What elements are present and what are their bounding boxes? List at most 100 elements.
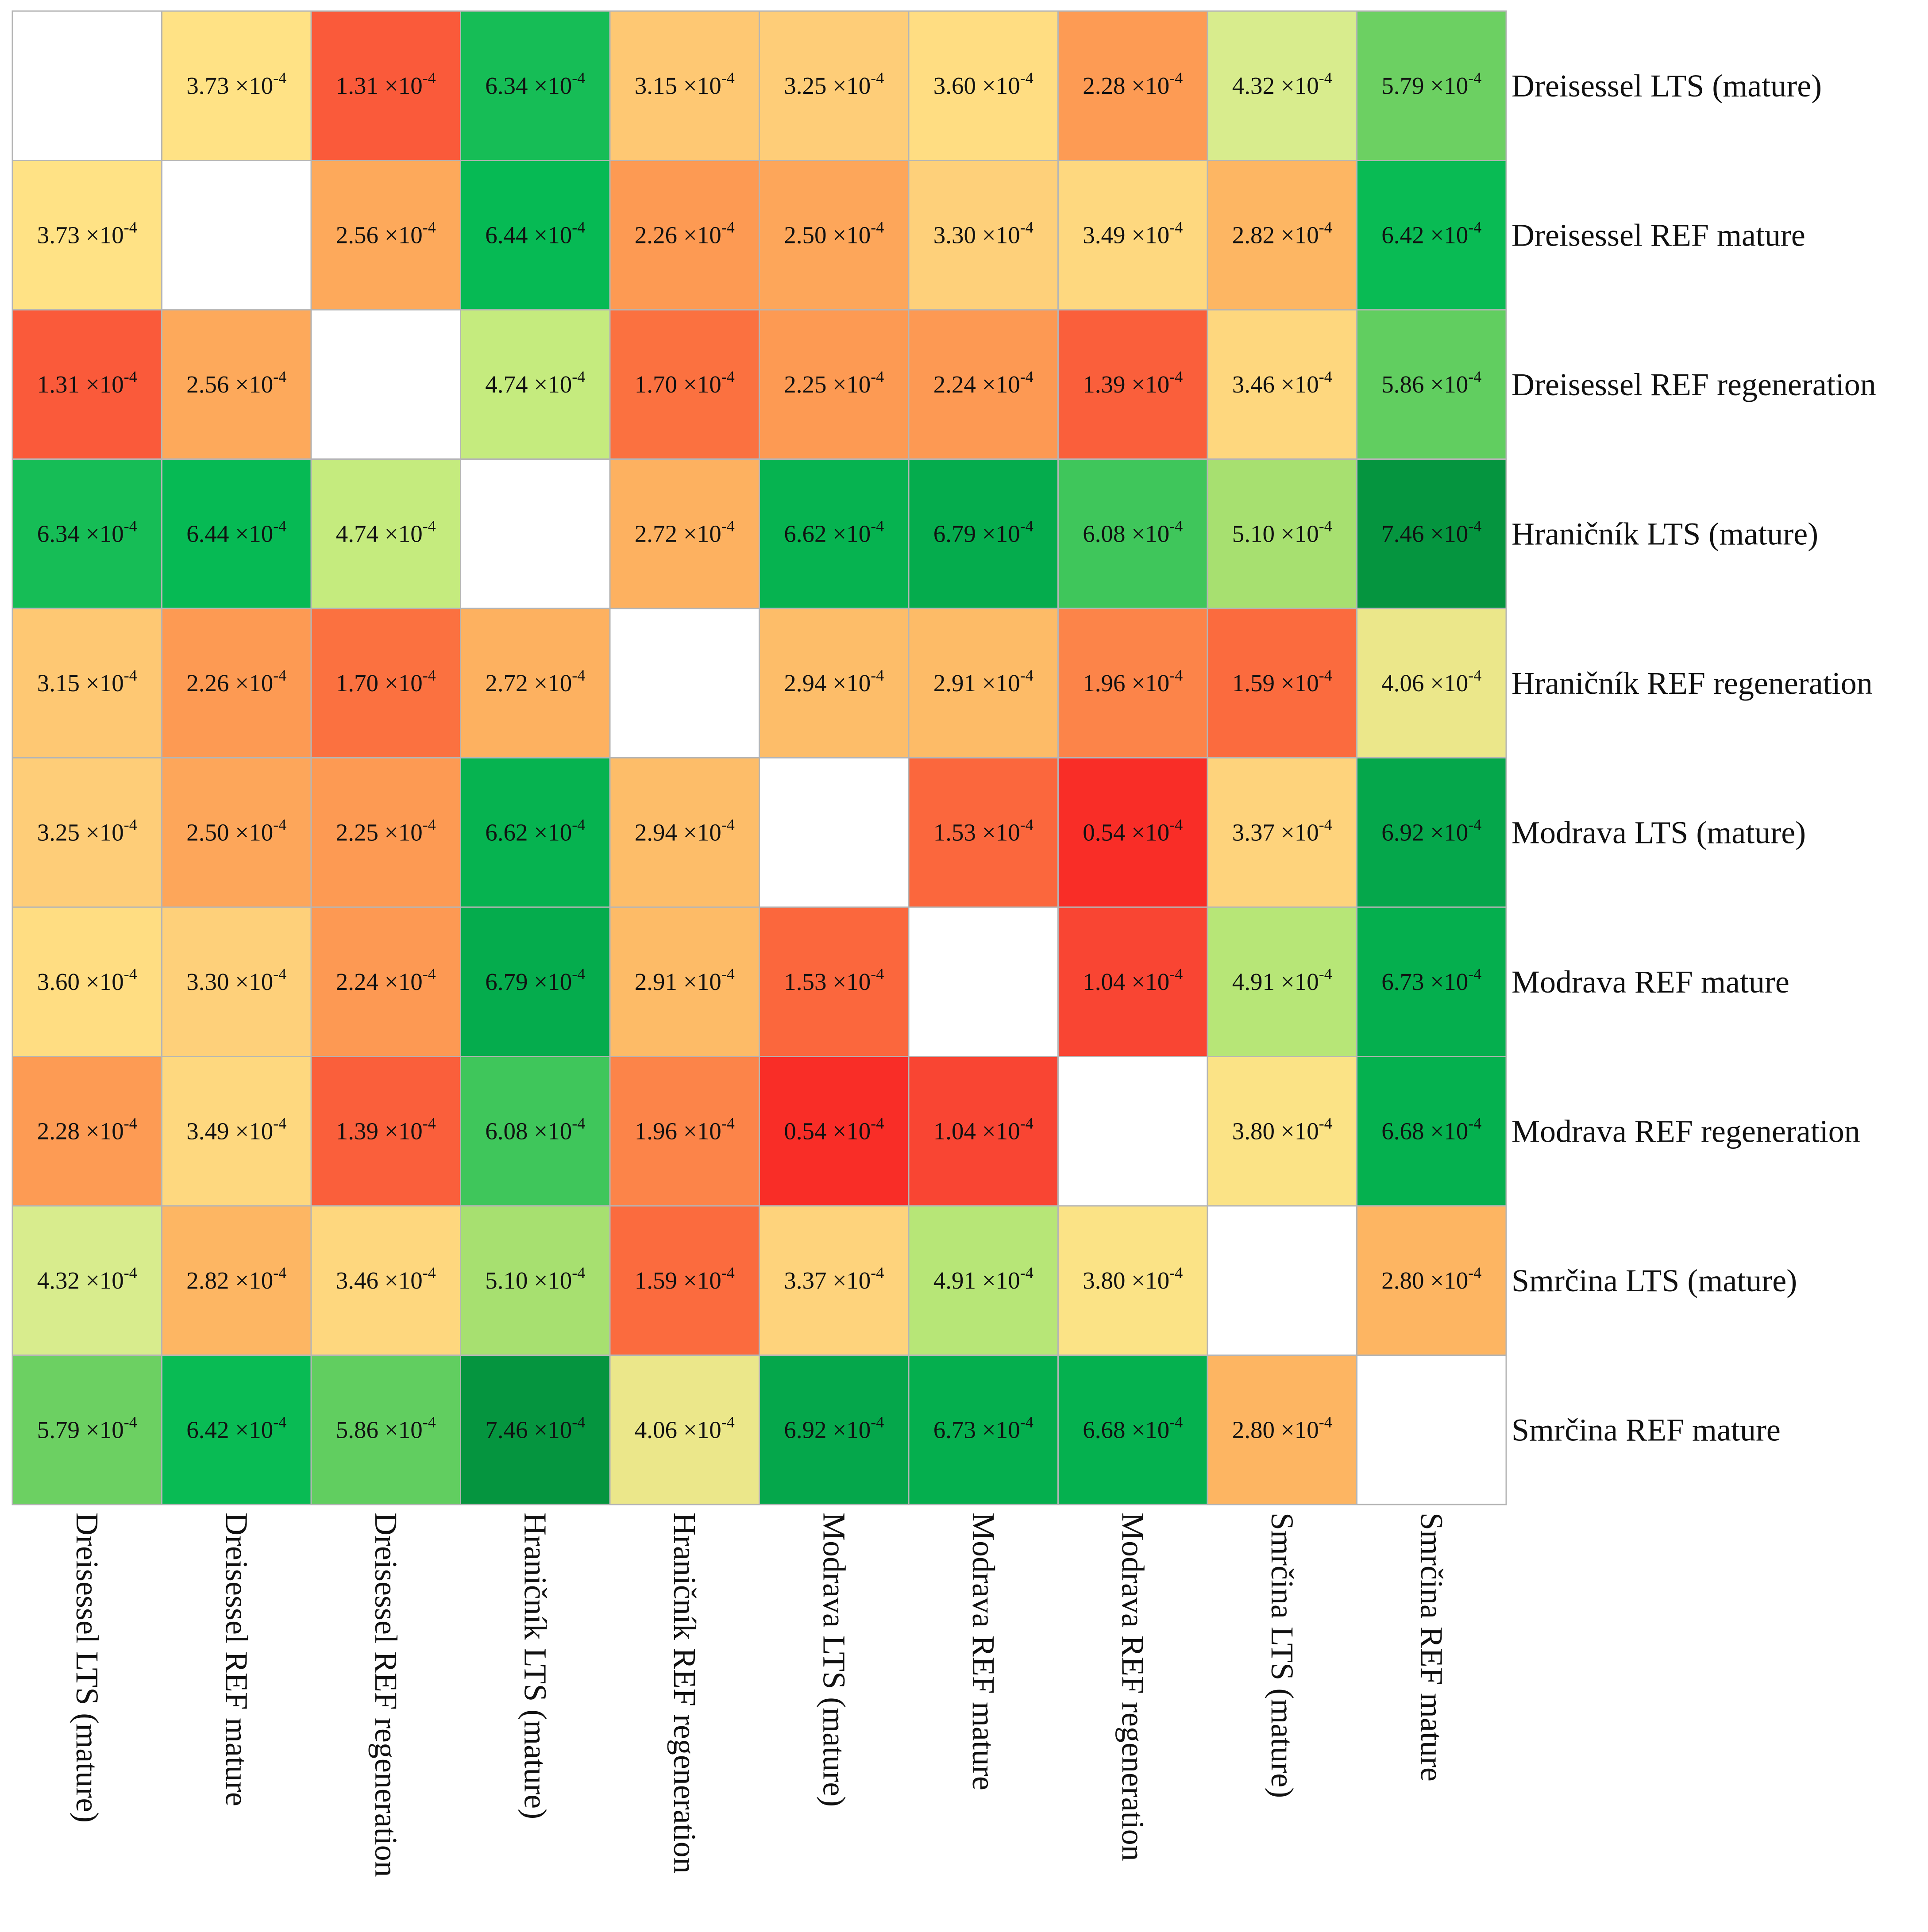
cell-value-label: 1.39 ×10-4 [336,1114,436,1144]
cell-value-label: 2.82 ×10-4 [1232,218,1332,248]
cell-value-label: 2.72 ×10-4 [485,666,585,697]
heatmap-cell [908,309,1059,460]
col-label-smrcina-lts-mature: Smrčina LTS (mature) [1265,1513,1300,1798]
heatmap-cell [908,608,1059,758]
heatmap-cell [609,1205,760,1356]
heatmap-cell [310,1056,461,1207]
cell-value-label: 2.26 ×10-4 [635,218,735,248]
cell-value-label: 5.86 ×10-4 [1381,368,1481,398]
cell-value-label: 6.79 ×10-4 [485,965,585,995]
diagonal-cell [161,160,312,311]
cell-value-label: 3.46 ×10-4 [1232,368,1332,398]
row-label-smrcina-lts-mature: Smrčina LTS (mature) [1512,1263,1797,1298]
cell-value-label: 3.80 ×10-4 [1232,1114,1332,1144]
heatmap-cell [1057,160,1208,311]
cell-value-label: 3.73 ×10-4 [37,218,137,248]
cell-value-label: 3.49 ×10-4 [1083,218,1183,248]
row-label-modrava-lts-mature: Modrava LTS (mature) [1512,815,1806,850]
heatmap-cell [460,10,611,161]
heatmap-cell [1207,160,1357,311]
diagonal-cell [460,458,611,609]
heatmap-cell [609,757,760,908]
heatmap-cell [1207,1355,1357,1505]
cell-value-label: 2.94 ×10-4 [635,816,735,846]
cell-value-label: 3.25 ×10-4 [784,69,884,99]
heatmap-cell [310,1355,461,1505]
heatmap-cell [460,1355,611,1505]
heatmap-cell [1057,10,1208,161]
heatmap-cell [161,309,312,460]
heatmap-cell [908,458,1059,609]
diagonal-cell [12,10,162,161]
heatmap-cell [1207,1056,1357,1207]
cell-value-label: 1.31 ×10-4 [336,69,436,99]
heatmap-cell [609,1355,760,1505]
cell-value-label: 5.10 ×10-4 [485,1264,585,1294]
diagonal-cell [609,608,760,758]
cell-value-label: 2.28 ×10-4 [1083,69,1183,99]
col-label-modrava-ref-mature: Modrava REF mature [966,1513,1001,1790]
cell-value-label: 6.34 ×10-4 [485,69,585,99]
heatmap-cell [609,458,760,609]
heatmap-cell [1057,1355,1208,1505]
heatmap-cell [460,1056,611,1207]
heatmap-cell [908,160,1059,311]
row-label-dreisessel-ref-regeneration: Dreisessel REF regeneration [1512,367,1876,402]
col-label-dreisessel-lts-mature: Dreisessel LTS (mature) [69,1513,105,1823]
cell-value-label: 6.92 ×10-4 [784,1413,884,1443]
cell-value-label: 1.53 ×10-4 [784,965,884,995]
cell-value-label: 6.73 ×10-4 [933,1413,1033,1443]
heatmap-cell [1356,1056,1507,1207]
cell-value-label: 2.72 ×10-4 [635,517,735,547]
cell-value-label: 1.04 ×10-4 [933,1114,1033,1144]
cell-value-label: 6.34 ×10-4 [37,517,137,547]
heatmap-cell [1057,1205,1208,1356]
row-label-modrava-ref-regeneration: Modrava REF regeneration [1512,1113,1860,1149]
heatmap-cell [759,608,910,758]
heatmap-cell [1356,906,1507,1057]
heatmap-cell [460,1205,611,1356]
heatmap-cell [12,458,162,609]
cell-value-label: 2.80 ×10-4 [1381,1264,1481,1294]
cell-value-label: 3.30 ×10-4 [933,218,1033,248]
cell-value-label: 2.91 ×10-4 [635,965,735,995]
cell-value-label: 4.91 ×10-4 [933,1264,1033,1294]
heatmap-cell [1057,458,1208,609]
cell-value-label: 6.42 ×10-4 [186,1413,286,1443]
diagonal-cell [759,757,910,908]
col-label-dreisessel-ref-regeneration: Dreisessel REF regeneration [368,1513,404,1877]
heatmap-cell [460,906,611,1057]
cell-value-label: 6.79 ×10-4 [933,517,1033,547]
col-label-modrava-lts-mature: Modrava LTS (mature) [816,1513,852,1807]
heatmap-cell [12,1056,162,1207]
heatmap-cell [161,608,312,758]
cell-value-label: 3.25 ×10-4 [37,816,137,846]
col-label-dreisessel-ref-mature: Dreisessel REF mature [219,1513,254,1806]
cell-value-label: 5.10 ×10-4 [1232,517,1332,547]
cell-value-label: 3.30 ×10-4 [186,965,286,995]
heatmap-cell [759,1355,910,1505]
heatmap-cell [310,608,461,758]
heatmap-cell [161,10,312,161]
cell-value-label: 2.26 ×10-4 [186,666,286,697]
cell-value-label: 1.70 ×10-4 [336,666,436,697]
cell-value-label: 2.25 ×10-4 [336,816,436,846]
heatmap-cell [161,1355,312,1505]
cell-value-label: 3.15 ×10-4 [635,69,735,99]
heatmap-cell [1207,608,1357,758]
cell-value-label: 6.42 ×10-4 [1381,218,1481,248]
diagonal-cell [1207,1205,1357,1356]
heatmap-cell [609,10,760,161]
cell-value-label: 2.80 ×10-4 [1232,1413,1332,1443]
heatmap-cell [1207,906,1357,1057]
cell-value-label: 4.32 ×10-4 [1232,69,1332,99]
cell-value-label: 1.59 ×10-4 [1232,666,1332,697]
cell-value-label: 6.08 ×10-4 [485,1114,585,1144]
heatmap-cell [12,757,162,908]
heatmap-cell [759,458,910,609]
cell-value-label: 4.32 ×10-4 [37,1264,137,1294]
cell-value-label: 7.46 ×10-4 [485,1413,585,1443]
heatmap-cell [1356,10,1507,161]
row-label-dreisessel-lts-mature: Dreisessel LTS (mature) [1512,68,1822,104]
